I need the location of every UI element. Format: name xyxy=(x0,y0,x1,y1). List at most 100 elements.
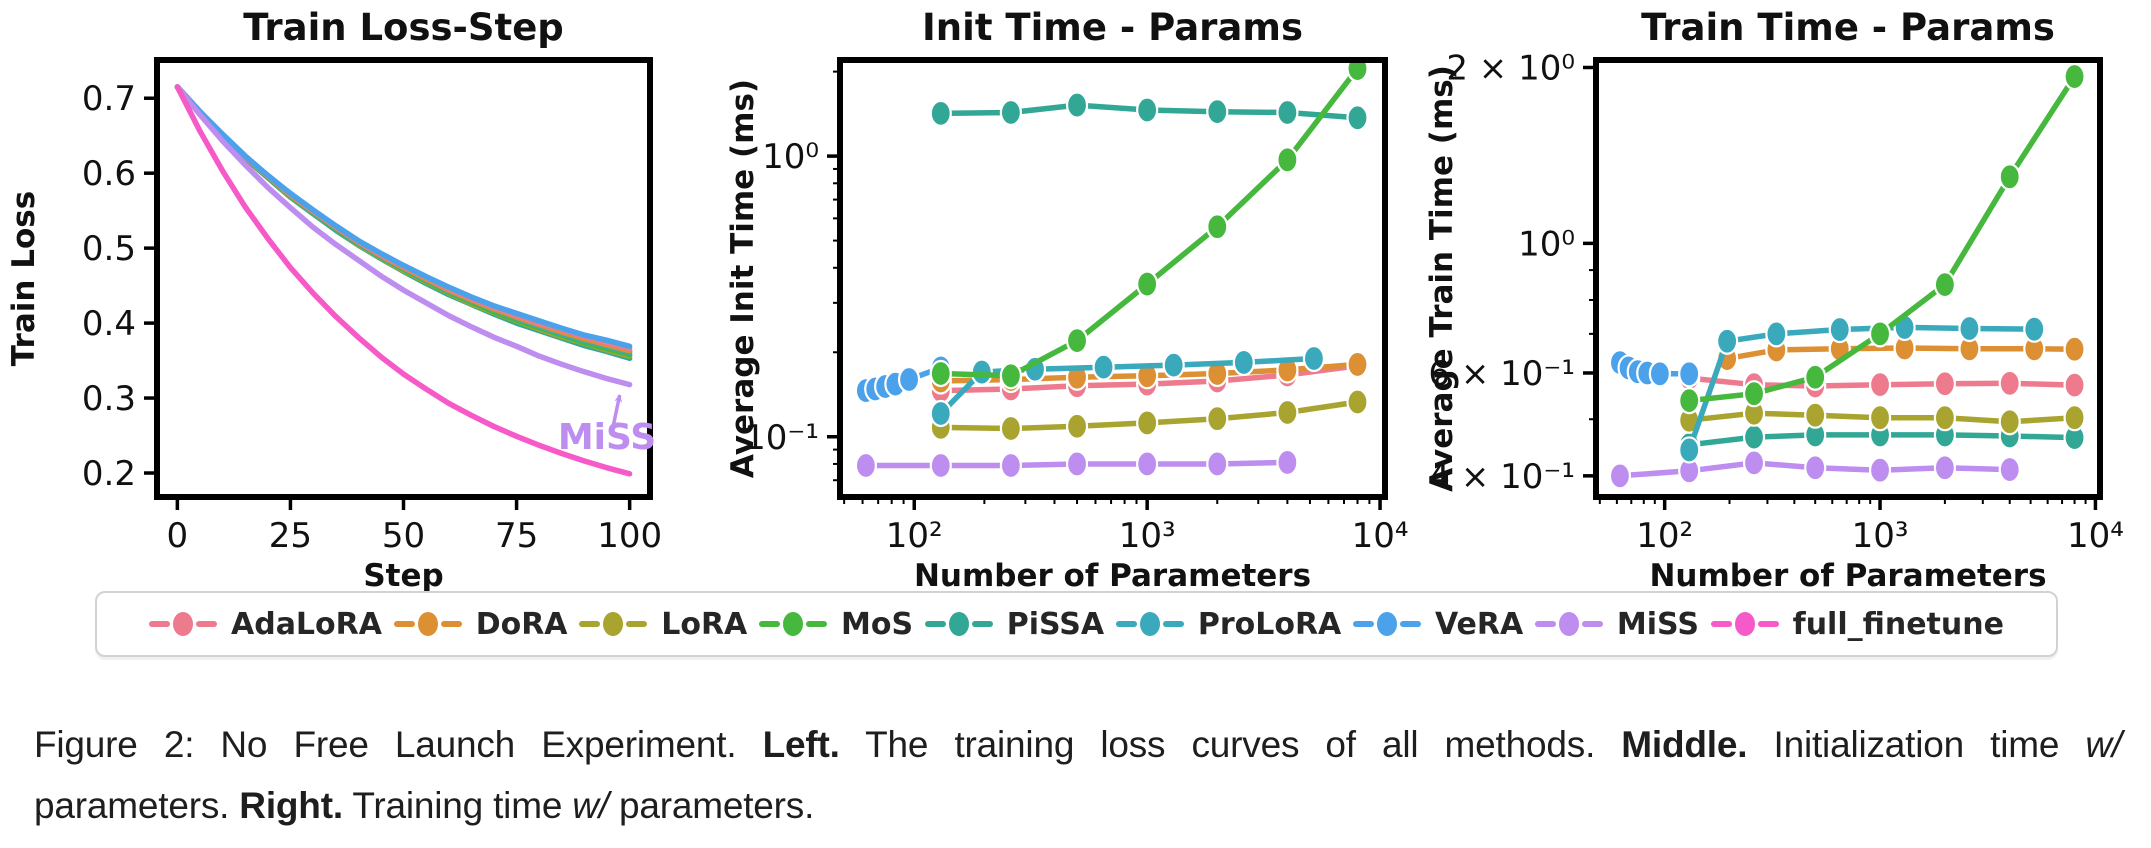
data-point-MoS xyxy=(1933,270,1956,299)
data-point-ProLoRA xyxy=(1678,436,1701,464)
series-MiSS xyxy=(1608,449,2021,490)
data-point-MiSS xyxy=(1608,462,1632,490)
caption-segment: w/ xyxy=(2085,724,2123,765)
legend-marker-icon xyxy=(1352,612,1421,636)
series-PiSSA xyxy=(929,91,1369,132)
legend-item-VeRA: VeRA xyxy=(1352,606,1524,642)
data-point-MoS xyxy=(999,362,1022,390)
legend-item-full_finetune: full_finetune xyxy=(1710,607,2004,642)
data-point-MiSS xyxy=(1868,456,1892,484)
legend-marker-icon xyxy=(1115,612,1184,636)
legend-marker-icon xyxy=(149,612,217,636)
data-point-AdaLoRA xyxy=(1868,371,1892,399)
x-axis-label: Number of Parameters xyxy=(1649,558,2046,594)
chart-graphic xyxy=(174,84,633,362)
chart-title: Init Time - Params xyxy=(922,6,1303,49)
y-tick-label: 10⁰ xyxy=(1518,224,1575,264)
data-point-MoS xyxy=(1136,270,1159,298)
chart-graphic xyxy=(174,84,633,359)
chart-graphic xyxy=(174,84,633,350)
data-point-PiSSA xyxy=(999,98,1022,127)
data-point-PiSSA xyxy=(1136,96,1159,124)
data-point-LoRA xyxy=(1206,405,1229,433)
axis-ticks: 0 25 50 75 100 0.2 0.3 0.4 0.5 0.6 0.7 xyxy=(82,79,662,556)
data-point-MiSS xyxy=(1136,450,1159,478)
data-point-ProLoRA xyxy=(1828,315,1851,344)
chart-graphic xyxy=(417,612,438,636)
x-tick-label: 10⁴ xyxy=(2067,516,2124,556)
x-tick-label: 10³ xyxy=(1852,516,1909,556)
y-axis-label: Average Train Time (ms) xyxy=(1424,65,1460,492)
data-point-PiSSA xyxy=(1065,91,1089,119)
data-point-MiSS xyxy=(1206,450,1229,478)
data-point-ProLoRA xyxy=(1765,320,1788,348)
y-tick-label: 10⁻¹ xyxy=(744,418,819,458)
data-point-PiSSA xyxy=(929,99,952,127)
legend-item-LoRA: LoRA xyxy=(579,607,747,642)
legend-label: LoRA xyxy=(661,606,748,642)
legend-label: VeRA xyxy=(1434,606,1524,642)
y-tick-label: 0.3 xyxy=(82,379,136,419)
y-tick-label: 4 × 10⁻¹ xyxy=(1428,457,1575,497)
data-point-MoS xyxy=(1742,380,1766,408)
y-tick-label: 0.2 xyxy=(82,454,136,494)
x-tick-label: 10² xyxy=(1636,516,1693,556)
chart-graphic xyxy=(174,84,633,358)
legend-marker-icon xyxy=(579,612,648,636)
legend-item-DoRA: DoRA xyxy=(393,607,568,642)
y-axis-label: Train Loss xyxy=(6,191,42,366)
x-axis-label: Number of Parameters xyxy=(914,558,1311,594)
caption-segment: Left. xyxy=(762,724,840,765)
series-AdaLoRA xyxy=(174,84,633,352)
axis-ticks: 10² 10³ 10⁴ 10⁻¹ 10⁰ xyxy=(744,70,1409,556)
chart-graphic xyxy=(174,84,633,352)
data-point-VeRA xyxy=(1678,360,1701,388)
series-VeRA xyxy=(1608,349,1701,388)
y-tick-label: 0.6 xyxy=(82,154,136,194)
chart-graphic xyxy=(1376,612,1397,636)
data-point-LoRA xyxy=(1933,404,1956,432)
data-point-MiSS xyxy=(929,451,952,480)
series-ProLoRA xyxy=(174,84,633,356)
caption-segment: parameters. xyxy=(34,785,240,826)
series-MoS xyxy=(1678,62,2086,415)
data-point-ProLoRA xyxy=(1092,353,1115,381)
series-LoRA xyxy=(174,84,633,359)
caption-segment: The training loss curves of all methods. xyxy=(839,724,1622,765)
data-point-DoRA xyxy=(2063,335,2086,363)
data-point-DoRA xyxy=(1346,350,1369,379)
data-point-MiSS xyxy=(1804,454,1827,482)
figure-caption: Figure 2: No Free Launch Experiment. Lef… xyxy=(34,714,2122,836)
plot-frame xyxy=(1593,57,2103,500)
legend: AdaLoRA DoRA LoRA MoS PiSSA ProLoRA VeRA MiSS fu… xyxy=(95,591,2058,657)
caption-segment: w/ xyxy=(572,785,609,826)
data-point-MoS xyxy=(929,359,952,388)
chart-title: Train Loss-Step xyxy=(243,6,564,49)
legend-marker-icon xyxy=(758,612,827,636)
data-point-ProLoRA xyxy=(1302,344,1326,373)
data-point-LoRA xyxy=(1998,408,2021,436)
caption-segment: Middle. xyxy=(1621,724,1748,765)
data-point-ProLoRA xyxy=(1162,351,1185,379)
caption-segment: Figure 2: No Free Launch Experiment. xyxy=(34,724,763,765)
x-tick-label: 0 xyxy=(167,516,189,556)
legend-item-PiSSA: PiSSA xyxy=(924,606,1105,642)
series-DoRA xyxy=(174,84,633,354)
data-point-LoRA xyxy=(999,414,1022,443)
chart-init-time-params: Init Time - Params Number of Parameters Av… xyxy=(725,6,1409,594)
data-point-MoS xyxy=(1206,213,1229,241)
series-MoS xyxy=(174,84,633,358)
data-point-AdaLoRA xyxy=(1933,370,1956,398)
legend-label: PiSSA xyxy=(1006,606,1105,642)
x-tick-label: 50 xyxy=(382,516,425,556)
series-VeRA xyxy=(174,84,633,350)
data-point-VeRA xyxy=(897,365,921,394)
data-point-LoRA xyxy=(1136,409,1159,437)
data-point-ProLoRA xyxy=(2023,315,2046,343)
chart-graphic xyxy=(174,84,633,356)
data-point-MiSS xyxy=(1998,455,2021,484)
y-tick-label: 10⁰ xyxy=(762,137,819,177)
series-MoS xyxy=(929,55,1369,390)
